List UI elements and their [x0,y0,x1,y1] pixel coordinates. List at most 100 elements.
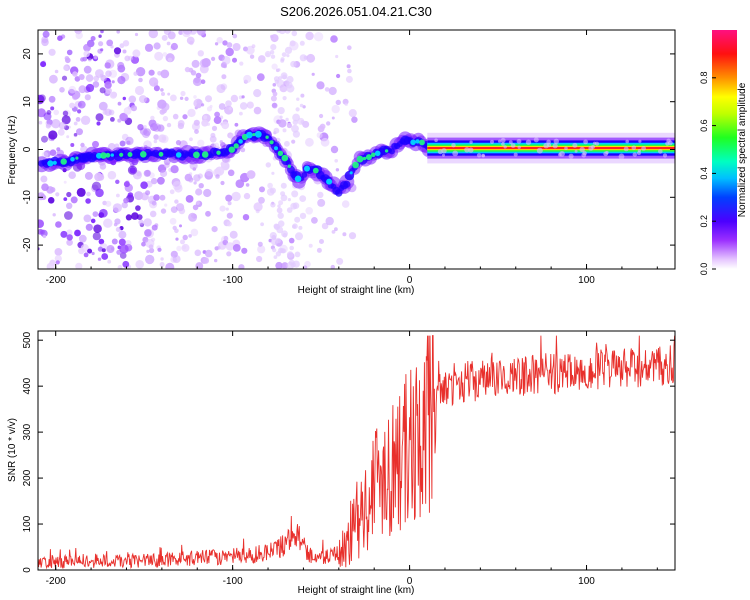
noise-blob [40,61,47,68]
noise-blob [286,122,292,129]
noise-blob [220,83,228,90]
noise-blob [54,248,63,256]
noise-blob [76,187,86,197]
noise-blob [257,241,263,247]
track-body [388,148,395,155]
noise-blob [227,201,232,206]
noise-blob [258,55,266,63]
noise-blob [274,79,279,84]
noise-blob [162,115,169,122]
noise-blob [291,190,299,198]
noise-blob [96,121,101,126]
noise-blob [160,257,164,261]
noise-blob [90,218,96,224]
noise-blob [299,212,307,220]
noise-blob [269,232,277,240]
noise-blob [46,110,52,115]
noise-blob [128,95,137,104]
noise-blob [201,58,211,68]
noise-blob [195,188,203,196]
noise-blob [299,40,305,46]
noise-blob [197,50,204,57]
band-speckle [468,147,474,153]
band-speckle [582,151,587,156]
noise-blob [214,111,221,118]
noise-blob [273,127,280,134]
noise-blob [334,159,339,163]
noise-blob [148,30,158,39]
noise-blob [345,75,353,83]
track-peak [246,131,253,139]
noise-blob [137,124,144,131]
noise-blob [161,107,167,114]
noise-blob [276,207,283,214]
noise-blob [272,83,277,87]
noise-blob [153,85,160,92]
noise-blob [260,222,264,227]
noise-blob [281,262,289,269]
noise-blob [282,96,287,101]
noise-blob [55,221,62,228]
noise-blob [193,181,197,185]
band-speckle [451,143,456,148]
noise-blob [285,117,289,122]
noise-blob [66,135,70,139]
noise-blob [280,194,288,202]
noise-blob [51,119,61,129]
noise-blob [95,188,104,198]
noise-blob [341,200,350,208]
noise-blob [348,232,357,240]
noise-blob [69,102,75,109]
track-body [335,189,343,197]
noise-blob [211,226,218,233]
noise-blob [64,211,73,220]
track-peak [384,149,389,153]
noise-blob [66,202,73,209]
noise-blob [85,223,93,231]
noise-blob [118,238,126,246]
track-peak [175,152,182,158]
snr-frame [37,330,676,571]
noise-blob [222,56,231,65]
band-speckle [568,153,574,159]
track-peak [362,156,367,161]
noise-blob [153,134,159,140]
band-speckle [552,143,558,149]
noise-blob [243,46,248,52]
noise-blob [331,116,335,120]
noise-blob [126,140,131,145]
noise-blob [66,239,73,246]
noise-blob [189,137,193,142]
noise-blob [243,192,251,200]
noise-blob [191,59,200,68]
noise-blob [206,122,210,126]
colorbar-label: Normalized spectral amplitude [737,82,748,217]
noise-blob [292,260,300,268]
noise-blob [286,207,293,213]
noise-blob [246,101,254,109]
noise-blob [187,108,196,118]
noise-blob [286,261,295,269]
track-peak [419,139,425,146]
noise-blob [351,116,358,123]
noise-blob [119,112,128,122]
noise-blob [107,259,112,264]
noise-blob [193,174,201,182]
noise-blob [149,210,157,218]
noise-blob [101,253,109,260]
noise-blob [104,81,112,89]
noise-blob [148,77,159,87]
noise-blob [68,85,77,94]
noise-blob [113,222,118,227]
noise-blob [74,229,81,237]
noise-blob [103,218,113,228]
noise-blob [270,34,279,43]
noise-blob [161,34,168,41]
x-tick-label: -100 [223,275,243,286]
band-speckle [625,139,629,144]
track-peak [410,139,416,146]
noise-blob [86,191,91,197]
noise-blob [188,212,198,222]
noise-blob [196,99,202,105]
